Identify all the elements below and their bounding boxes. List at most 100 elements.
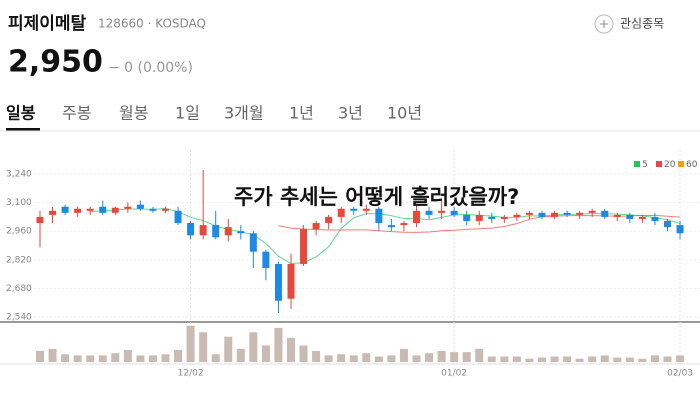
candle-body bbox=[676, 225, 684, 234]
volume-bar bbox=[399, 348, 408, 362]
volume-bar bbox=[324, 355, 333, 362]
volume-bar bbox=[613, 357, 622, 362]
volume-bar bbox=[487, 356, 496, 362]
chart: 3,240 3,100 2,960 2,820 2,680 2,540 12/02 01/02… bbox=[0, 150, 700, 379]
y-tick-label: 2,960 bbox=[6, 227, 32, 237]
watch-label: 관심종목 bbox=[620, 17, 664, 31]
volume-bar bbox=[148, 355, 157, 362]
volume-bar bbox=[600, 355, 609, 362]
tab[interactable]: 1일 bbox=[175, 104, 200, 123]
moving-average bbox=[278, 214, 681, 233]
volume-bar bbox=[249, 332, 258, 362]
candle-body bbox=[212, 225, 220, 238]
x-tick-label: 01/02 bbox=[441, 369, 467, 379]
volume-bar bbox=[312, 351, 321, 362]
candle-body bbox=[525, 212, 533, 215]
volume-bar bbox=[337, 354, 346, 362]
candle-body bbox=[413, 210, 420, 224]
volume-bar bbox=[174, 349, 183, 362]
x-tick-label: 12/02 bbox=[178, 369, 204, 379]
candle-body bbox=[513, 214, 521, 217]
candle-body bbox=[563, 212, 571, 215]
legend-swatch bbox=[634, 161, 640, 167]
candle-body bbox=[111, 207, 119, 213]
plus-sign bbox=[600, 20, 608, 28]
y-tick-label: 2,820 bbox=[6, 255, 32, 265]
candle-body bbox=[187, 223, 195, 236]
candle-body bbox=[425, 210, 433, 215]
volume-bar bbox=[349, 355, 358, 362]
candle-body bbox=[576, 212, 584, 215]
candle-body bbox=[287, 263, 295, 299]
candle-body bbox=[588, 210, 596, 213]
tab[interactable]: 3년 bbox=[338, 104, 363, 123]
tab[interactable]: 3개월 bbox=[224, 104, 264, 123]
candle-body bbox=[551, 212, 559, 217]
candle-body bbox=[312, 223, 320, 230]
volume-bar bbox=[73, 355, 82, 362]
candle-body bbox=[124, 206, 132, 209]
volume-bar bbox=[575, 358, 584, 362]
tab[interactable]: 주봉 bbox=[62, 104, 91, 123]
candle-body bbox=[438, 210, 446, 213]
tab[interactable]: 10년 bbox=[387, 104, 422, 123]
candle-body bbox=[500, 216, 508, 219]
volume-bar bbox=[287, 337, 295, 362]
volume-bar bbox=[475, 348, 484, 362]
volume-bar bbox=[525, 358, 534, 362]
volume-bar bbox=[550, 356, 559, 362]
candle-body bbox=[375, 208, 383, 224]
candle-body bbox=[36, 216, 44, 224]
candle-body bbox=[400, 223, 408, 226]
volume-bar bbox=[61, 354, 70, 362]
volume-bar bbox=[588, 356, 597, 362]
candle-body bbox=[651, 216, 659, 222]
overlay-title: 주가 추세는 어떻게 흘러갔을까? bbox=[234, 185, 519, 209]
candle-body bbox=[274, 263, 282, 301]
y-tick-label: 2,680 bbox=[6, 284, 32, 294]
volume-bar bbox=[98, 355, 107, 362]
candle-body bbox=[488, 216, 496, 219]
volume-bar bbox=[638, 358, 647, 362]
volume-bar bbox=[512, 356, 521, 362]
watch-button[interactable]: 관심종목 bbox=[594, 14, 664, 34]
volume-bar bbox=[211, 354, 220, 362]
volume-bar bbox=[663, 356, 672, 362]
candle-body bbox=[350, 208, 358, 211]
volume-bar bbox=[500, 356, 509, 362]
candle-body bbox=[450, 210, 458, 215]
volume-bar bbox=[425, 353, 434, 362]
volume-bar bbox=[625, 357, 634, 362]
tabs: 일봉 주봉 월봉 1일 3개월 1년 3년 10년 bbox=[6, 104, 422, 131]
volume-bar bbox=[299, 345, 308, 362]
volume-bar bbox=[450, 352, 459, 362]
volume-bar bbox=[437, 351, 446, 362]
tab[interactable]: 월봉 bbox=[119, 104, 148, 123]
volume-bar bbox=[111, 353, 120, 362]
candle-body bbox=[362, 208, 370, 211]
volume-bar bbox=[186, 325, 195, 362]
candle-body bbox=[174, 210, 182, 224]
candle-body bbox=[74, 208, 82, 213]
volume-bar bbox=[362, 353, 371, 362]
volume-bar bbox=[136, 355, 145, 362]
volume-bar bbox=[236, 348, 245, 362]
candle-body bbox=[237, 231, 245, 234]
legend-swatch bbox=[678, 161, 684, 167]
tab[interactable]: 1년 bbox=[289, 104, 314, 123]
volume-bar bbox=[412, 355, 421, 362]
candle-body bbox=[136, 204, 144, 209]
volume-bar bbox=[48, 348, 57, 362]
stock-name: 피제이메탈 bbox=[8, 13, 87, 34]
candle-body bbox=[626, 214, 634, 219]
tab[interactable]: 일봉 bbox=[6, 104, 36, 123]
volume-bar bbox=[261, 345, 270, 362]
volume-bar bbox=[274, 327, 283, 362]
volume-bar bbox=[374, 356, 383, 362]
candle-body bbox=[601, 210, 609, 217]
candle-body bbox=[538, 212, 546, 217]
candle-body bbox=[475, 214, 483, 222]
y-tick-label: 2,540 bbox=[6, 313, 32, 323]
